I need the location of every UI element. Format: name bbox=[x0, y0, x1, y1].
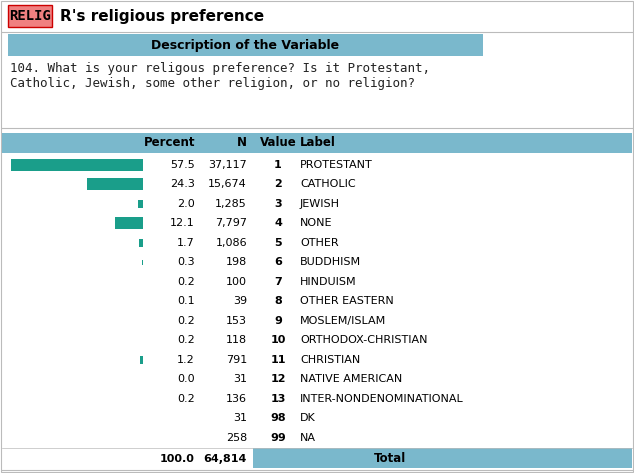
Text: Label: Label bbox=[300, 137, 336, 149]
Text: 15,674: 15,674 bbox=[208, 179, 247, 189]
Bar bbox=[87, 178, 143, 190]
Text: 1: 1 bbox=[274, 160, 282, 170]
Text: 11: 11 bbox=[270, 355, 286, 365]
Text: 4: 4 bbox=[274, 218, 282, 228]
Text: 5: 5 bbox=[274, 238, 281, 248]
Text: CHRISTIAN: CHRISTIAN bbox=[300, 355, 360, 365]
Text: 153: 153 bbox=[226, 316, 247, 326]
Text: 0.3: 0.3 bbox=[178, 257, 195, 267]
Text: 10: 10 bbox=[270, 335, 286, 345]
Text: JEWISH: JEWISH bbox=[300, 199, 340, 209]
Text: 118: 118 bbox=[226, 335, 247, 345]
Text: OTHER EASTERN: OTHER EASTERN bbox=[300, 296, 394, 306]
Text: 7: 7 bbox=[274, 277, 282, 287]
Text: DK: DK bbox=[300, 413, 316, 423]
Text: Description of the Variable: Description of the Variable bbox=[152, 38, 340, 52]
Text: 37,117: 37,117 bbox=[208, 160, 247, 170]
Text: 1,285: 1,285 bbox=[216, 199, 247, 209]
Text: 6: 6 bbox=[274, 257, 282, 267]
Text: 791: 791 bbox=[226, 355, 247, 365]
Text: 0.2: 0.2 bbox=[178, 277, 195, 287]
Text: N: N bbox=[237, 137, 247, 149]
Text: 57.5: 57.5 bbox=[171, 160, 195, 170]
Text: Total: Total bbox=[374, 452, 406, 465]
Text: 39: 39 bbox=[233, 296, 247, 306]
Text: 100.0: 100.0 bbox=[160, 454, 195, 464]
Text: NONE: NONE bbox=[300, 218, 332, 228]
Text: 0.2: 0.2 bbox=[178, 394, 195, 404]
Text: INTER-NONDENOMINATIONAL: INTER-NONDENOMINATIONAL bbox=[300, 394, 463, 404]
Text: RELIG: RELIG bbox=[9, 9, 51, 23]
Bar bbox=[139, 239, 143, 247]
Text: Value: Value bbox=[260, 137, 296, 149]
Text: 12.1: 12.1 bbox=[171, 218, 195, 228]
Text: 8: 8 bbox=[274, 296, 282, 306]
Text: CATHOLIC: CATHOLIC bbox=[300, 179, 356, 189]
Bar bbox=[138, 200, 143, 208]
Bar bbox=[140, 356, 143, 364]
Text: 0.2: 0.2 bbox=[178, 316, 195, 326]
Text: 0.1: 0.1 bbox=[178, 296, 195, 306]
Text: 99: 99 bbox=[270, 433, 286, 443]
Text: 31: 31 bbox=[233, 374, 247, 384]
Text: 104. What is your religous preference? Is it Protestant,
Catholic, Jewish, some : 104. What is your religous preference? I… bbox=[10, 62, 430, 90]
Bar bbox=[11, 159, 143, 171]
Text: 2: 2 bbox=[274, 179, 282, 189]
Text: NATIVE AMERICAN: NATIVE AMERICAN bbox=[300, 374, 402, 384]
Bar bbox=[2, 133, 632, 153]
Text: 2.0: 2.0 bbox=[178, 199, 195, 209]
Text: 64,814: 64,814 bbox=[204, 454, 247, 464]
Text: 7,797: 7,797 bbox=[215, 218, 247, 228]
Text: ORTHODOX-CHRISTIAN: ORTHODOX-CHRISTIAN bbox=[300, 335, 427, 345]
Text: 1.2: 1.2 bbox=[178, 355, 195, 365]
Text: 136: 136 bbox=[226, 394, 247, 404]
Text: 258: 258 bbox=[226, 433, 247, 443]
Text: BUDDHISM: BUDDHISM bbox=[300, 257, 361, 267]
Text: R's religious preference: R's religious preference bbox=[60, 9, 264, 24]
Text: PROTESTANT: PROTESTANT bbox=[300, 160, 373, 170]
Text: 1,086: 1,086 bbox=[216, 238, 247, 248]
Text: 100: 100 bbox=[226, 277, 247, 287]
Bar bbox=[8, 34, 483, 56]
Bar bbox=[142, 260, 143, 265]
Text: 0.2: 0.2 bbox=[178, 335, 195, 345]
Bar bbox=[115, 217, 143, 229]
Text: MOSLEM/ISLAM: MOSLEM/ISLAM bbox=[300, 316, 386, 326]
Text: 3: 3 bbox=[274, 199, 281, 209]
Text: OTHER: OTHER bbox=[300, 238, 339, 248]
Text: 198: 198 bbox=[226, 257, 247, 267]
Text: Percent: Percent bbox=[143, 137, 195, 149]
Text: 1.7: 1.7 bbox=[178, 238, 195, 248]
Bar bbox=[8, 5, 52, 27]
Text: 0.0: 0.0 bbox=[178, 374, 195, 384]
Text: 31: 31 bbox=[233, 413, 247, 423]
Text: 12: 12 bbox=[270, 374, 286, 384]
Bar bbox=[253, 448, 632, 468]
Text: NA: NA bbox=[300, 433, 316, 443]
Text: 98: 98 bbox=[270, 413, 286, 423]
Text: 9: 9 bbox=[274, 316, 282, 326]
Text: 24.3: 24.3 bbox=[170, 179, 195, 189]
Text: 13: 13 bbox=[270, 394, 286, 404]
Text: HINDUISM: HINDUISM bbox=[300, 277, 356, 287]
